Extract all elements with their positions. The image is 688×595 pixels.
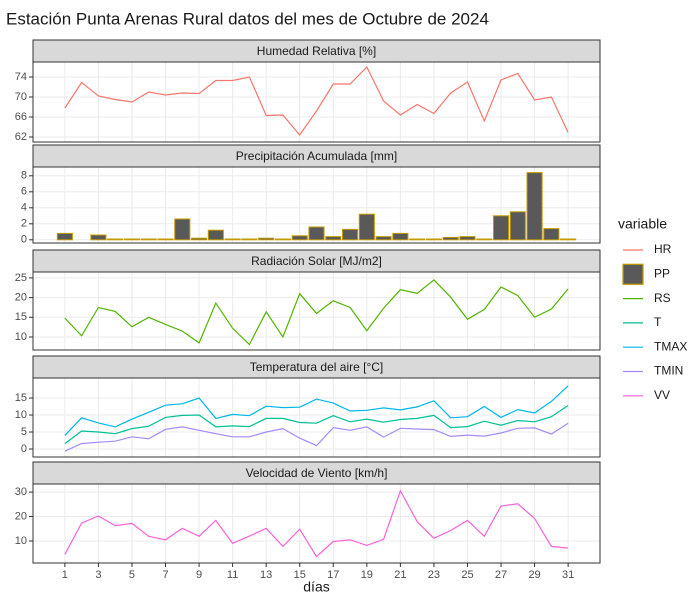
y-tick-label: 4: [21, 202, 27, 214]
bar: [492, 215, 510, 241]
y-tick-label: 30: [15, 486, 27, 498]
x-tick-label: 7: [162, 569, 168, 581]
bar: [291, 235, 308, 241]
bar: [375, 236, 392, 241]
line: [64, 65, 569, 136]
bar: [224, 238, 241, 241]
x-tick-label: 13: [260, 569, 272, 581]
bar: [241, 238, 258, 241]
panel: [33, 62, 600, 142]
y-tick-label: 10: [15, 535, 27, 547]
bar: [258, 237, 275, 241]
y-tick-label: 6: [21, 186, 27, 198]
strip-label: Temperatura del aire [°C]: [250, 360, 384, 374]
y-tick-label: 8: [21, 170, 27, 182]
bar: [123, 238, 141, 241]
legend-key: [622, 263, 644, 285]
panel-border: [32, 483, 601, 564]
x-tick-label: 25: [461, 569, 473, 581]
legend-label: PP: [654, 266, 670, 280]
x-tick-label: 3: [95, 569, 101, 581]
y-tick-label: 62: [15, 131, 27, 143]
bar: [191, 237, 208, 241]
strip-label: Humedad Relativa [%]: [257, 44, 376, 58]
bar: [140, 238, 157, 241]
y-tick-label: 0: [21, 443, 27, 455]
legend-label: TMAX: [654, 339, 687, 353]
x-tick-label: 27: [495, 569, 507, 581]
x-tick-label: 1: [62, 569, 68, 581]
y-tick-label: 15: [15, 311, 27, 323]
bar: [543, 228, 560, 241]
line: [64, 405, 569, 445]
strip-label: Precipitación Acumulada [mm]: [236, 149, 397, 163]
strip-label: Velocidad de Viento [km/h]: [246, 466, 388, 480]
panel: [33, 272, 600, 350]
x-tick-label: 19: [361, 569, 373, 581]
x-tick-label: 21: [394, 569, 406, 581]
bar: [425, 238, 442, 241]
x-tick-label: 9: [196, 569, 202, 581]
x-tick-label: 17: [327, 569, 339, 581]
y-tick-label: 20: [15, 510, 27, 522]
bar: [207, 229, 224, 241]
x-tick-label: 23: [428, 569, 440, 581]
strip-label: Radiación Solar [MJ/m2]: [251, 254, 382, 268]
panel: [33, 378, 600, 457]
x-tick-label: 11: [227, 569, 238, 581]
bar: [90, 234, 107, 241]
bar: [526, 172, 543, 241]
bar: [157, 238, 174, 241]
line: [64, 385, 569, 436]
line: [64, 422, 569, 452]
x-tick-label: 29: [528, 569, 540, 581]
y-tick-label: 5: [21, 426, 27, 438]
panel-border: [32, 377, 601, 458]
bar: [476, 238, 493, 241]
panel-border: [32, 61, 601, 143]
panel: [33, 484, 600, 563]
legend-label: VV: [654, 388, 670, 402]
y-tick-label: 10: [15, 331, 27, 343]
line: [64, 279, 569, 346]
line: [64, 489, 569, 558]
bar: [560, 238, 577, 241]
legend-title: variable: [618, 216, 667, 232]
bar: [274, 238, 291, 241]
y-tick-label: 25: [15, 272, 27, 284]
bar: [409, 238, 426, 241]
y-tick-label: 20: [15, 292, 27, 304]
bar: [459, 236, 476, 241]
legend-label: RS: [654, 291, 671, 305]
bar: [392, 232, 409, 241]
bar: [342, 228, 359, 241]
y-tick-label: 2: [21, 218, 27, 230]
bar: [308, 226, 325, 241]
y-tick-label: 10: [15, 409, 27, 421]
bar: [325, 236, 342, 241]
x-tick-label: 15: [294, 569, 306, 581]
legend-label: HR: [654, 242, 672, 256]
chart-title: Estación Punta Arenas Rural datos del me…: [6, 9, 489, 28]
y-tick-label: 70: [15, 91, 27, 103]
bar: [174, 218, 191, 241]
y-tick-label: 74: [15, 71, 27, 83]
bar: [358, 213, 375, 241]
legend-label: TMIN: [654, 364, 683, 378]
x-tick-label: 31: [562, 569, 574, 581]
bar: [107, 238, 124, 241]
x-tick-label: 5: [129, 569, 135, 581]
y-tick-label: 15: [15, 392, 27, 404]
y-tick-label: 0: [21, 234, 27, 246]
bar: [56, 232, 73, 241]
panel-border: [32, 166, 601, 244]
panel-border: [32, 271, 601, 351]
y-tick-label: 66: [15, 111, 27, 123]
bar: [509, 211, 526, 241]
bar: [442, 236, 459, 241]
x-axis-label: días: [303, 579, 329, 595]
legend-label: T: [654, 315, 662, 329]
